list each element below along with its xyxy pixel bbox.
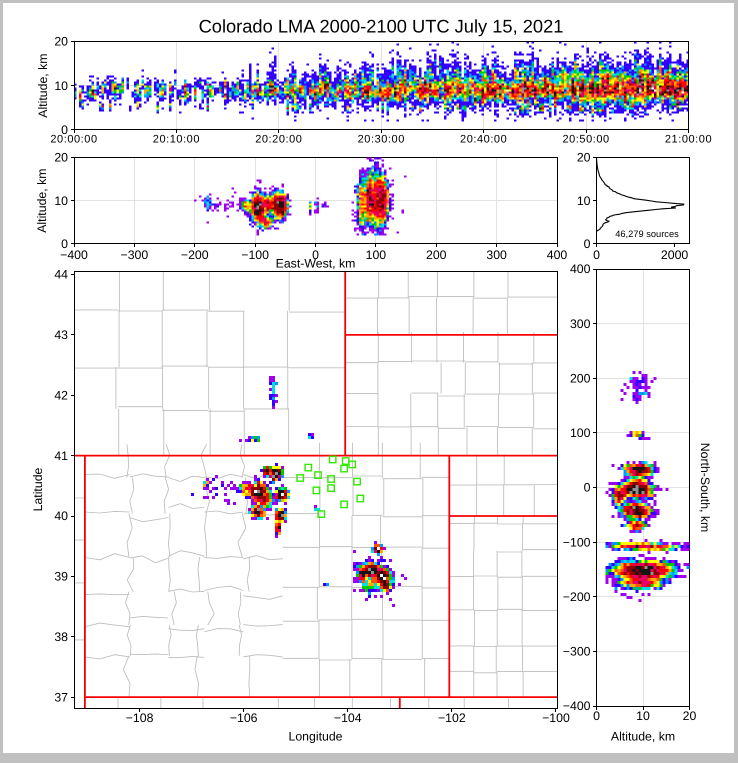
svg-text:0: 0 (593, 709, 600, 723)
svg-text:37: 37 (54, 690, 68, 704)
svg-text:−100: −100 (563, 535, 591, 549)
svg-text:−400: −400 (563, 699, 591, 713)
svg-text:10: 10 (577, 194, 591, 208)
svg-text:20:10:00: 20:10:00 (153, 133, 200, 145)
svg-text:Latitude: Latitude (31, 467, 45, 511)
svg-text:Longitude: Longitude (288, 729, 342, 743)
svg-text:−100: −100 (241, 248, 269, 262)
svg-text:38: 38 (54, 630, 68, 644)
svg-text:20:00:00: 20:00:00 (50, 133, 97, 145)
svg-text:41: 41 (54, 449, 68, 463)
svg-text:400: 400 (570, 262, 591, 276)
svg-text:−104: −104 (334, 711, 362, 725)
svg-text:20: 20 (683, 709, 697, 723)
svg-text:−108: −108 (126, 711, 154, 725)
svg-text:0: 0 (61, 237, 68, 251)
svg-text:44: 44 (54, 268, 68, 282)
svg-text:Altitude, km: Altitude, km (611, 729, 675, 743)
svg-text:39: 39 (54, 570, 68, 584)
svg-text:−200: −200 (563, 590, 591, 604)
svg-text:10: 10 (54, 79, 68, 93)
svg-text:0: 0 (584, 237, 591, 251)
svg-text:−400: −400 (60, 248, 88, 262)
svg-text:300: 300 (570, 317, 591, 331)
svg-text:Colorado LMA 2000-2100 UTC Jul: Colorado LMA 2000-2100 UTC July 15, 2021 (199, 15, 564, 36)
svg-text:10: 10 (636, 709, 650, 723)
svg-text:20:30:00: 20:30:00 (358, 133, 405, 145)
svg-text:300: 300 (486, 248, 507, 262)
svg-text:2000: 2000 (661, 248, 689, 262)
svg-text:−102: −102 (438, 711, 466, 725)
svg-text:Altitude, km: Altitude, km (36, 53, 50, 117)
svg-text:40: 40 (54, 509, 68, 523)
svg-text:−106: −106 (230, 711, 258, 725)
svg-text:46,279 sources: 46,279 sources (615, 229, 679, 239)
svg-text:Altitude, km: Altitude, km (35, 169, 49, 233)
svg-text:43: 43 (54, 328, 68, 342)
svg-text:−300: −300 (121, 248, 149, 262)
svg-text:0: 0 (312, 248, 319, 262)
svg-text:−100: −100 (542, 711, 570, 725)
svg-text:North-South, km: North-South, km (698, 443, 712, 533)
svg-text:−200: −200 (181, 248, 209, 262)
svg-text:20: 20 (577, 151, 591, 165)
svg-text:0: 0 (584, 481, 591, 495)
svg-text:0: 0 (593, 248, 600, 262)
svg-text:400: 400 (547, 248, 568, 262)
svg-text:10: 10 (54, 194, 68, 208)
svg-text:100: 100 (570, 426, 591, 440)
svg-text:20: 20 (54, 151, 68, 165)
svg-text:200: 200 (570, 371, 591, 385)
svg-text:20:50:00: 20:50:00 (562, 133, 609, 145)
svg-text:200: 200 (426, 248, 447, 262)
svg-text:42: 42 (54, 388, 68, 402)
svg-text:East-West, km: East-West, km (276, 257, 356, 271)
svg-text:0: 0 (61, 123, 68, 137)
svg-text:20:40:00: 20:40:00 (460, 133, 507, 145)
svg-text:21:00:00: 21:00:00 (665, 133, 712, 145)
svg-text:20: 20 (54, 35, 68, 49)
svg-text:100: 100 (366, 248, 387, 262)
svg-text:20:20:00: 20:20:00 (255, 133, 302, 145)
svg-text:−300: −300 (563, 645, 591, 659)
